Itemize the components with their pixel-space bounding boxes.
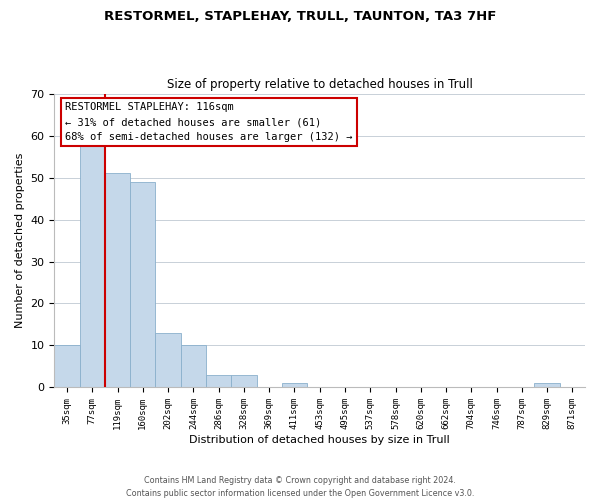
X-axis label: Distribution of detached houses by size in Trull: Distribution of detached houses by size … [190,435,450,445]
Title: Size of property relative to detached houses in Trull: Size of property relative to detached ho… [167,78,473,91]
Bar [282,384,307,388]
Bar [80,144,105,388]
Bar [155,333,181,388]
Bar [231,375,257,388]
Text: RESTORMEL STAPLEHAY: 116sqm
← 31% of detached houses are smaller (61)
68% of sem: RESTORMEL STAPLEHAY: 116sqm ← 31% of det… [65,102,353,142]
Bar [55,346,80,388]
Bar [206,375,231,388]
Bar [130,182,155,388]
Y-axis label: Number of detached properties: Number of detached properties [15,153,25,328]
Text: RESTORMEL, STAPLEHAY, TRULL, TAUNTON, TA3 7HF: RESTORMEL, STAPLEHAY, TRULL, TAUNTON, TA… [104,10,496,23]
Bar [535,384,560,388]
Text: Contains HM Land Registry data © Crown copyright and database right 2024.
Contai: Contains HM Land Registry data © Crown c… [126,476,474,498]
Bar [105,174,130,388]
Bar [181,346,206,388]
